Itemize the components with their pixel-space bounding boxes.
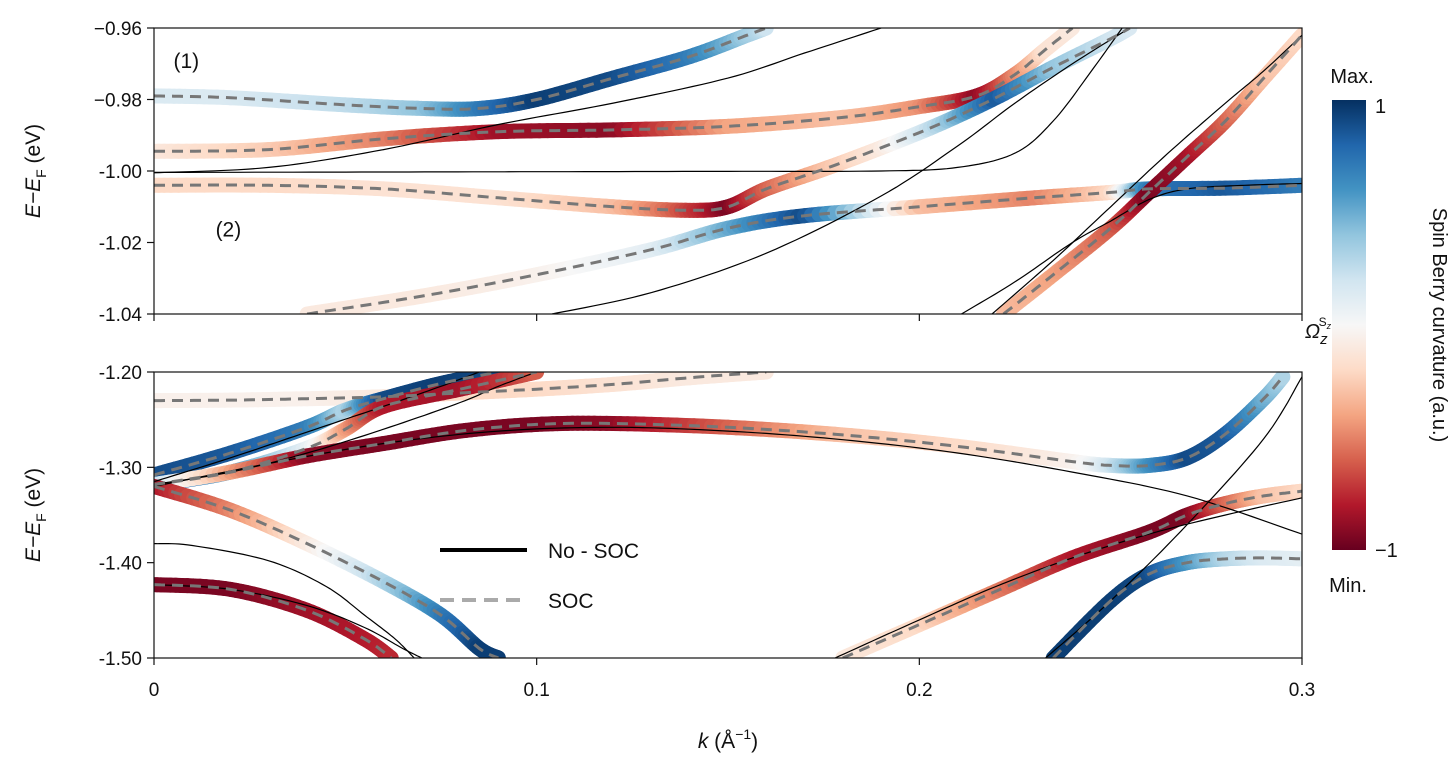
soc-bot-G xyxy=(842,489,1302,658)
soc-top-C xyxy=(154,28,1131,212)
soc-bot-E-color xyxy=(154,478,506,658)
y-tick-label: -1.00 xyxy=(99,162,142,183)
top-y-axis: -1.04 -1.02 -1.00 −0.98 −0.96 xyxy=(94,19,154,326)
y-tick-label: -1.04 xyxy=(99,305,143,326)
y-tick-label: -1.30 xyxy=(99,458,142,479)
nosoc-top-3 xyxy=(551,28,1131,314)
colorbar: Max. 1 −1 Min. ΩzSz Spin Berry curvature… xyxy=(1305,66,1450,597)
soc-top-B xyxy=(154,28,1074,153)
soc-bot-H-color xyxy=(1045,550,1302,658)
top-panel: -1.04 -1.02 -1.00 −0.98 −0.96 (1) (2) E−EF (e… xyxy=(22,19,1303,326)
top-x-ticks xyxy=(153,314,1303,321)
nosoc-bot-7 xyxy=(1045,376,1302,658)
x-axis-label: k (Å−1) xyxy=(698,726,758,753)
colorbar-top-value: 1 xyxy=(1375,96,1386,118)
bottom-y-axis: -1.50 -1.40 -1.30 -1.20 xyxy=(99,363,154,670)
nosoc-bot-6 xyxy=(834,497,1302,658)
colorbar-symbol: ΩzSz xyxy=(1305,315,1332,348)
x-tick-label: 0.3 xyxy=(1289,680,1315,701)
soc-top-A xyxy=(154,28,767,111)
colorbar-title: Spin Berry curvature (a.u.) xyxy=(1428,208,1450,443)
nosoc-bot-1 xyxy=(154,426,1302,535)
soc-top-C-color xyxy=(154,28,1138,218)
colorbar-min-label: Min. xyxy=(1329,575,1367,597)
bottom-plot-frame xyxy=(153,371,1303,659)
nosoc-bot-4 xyxy=(154,543,415,658)
bottom-soc-colored-bands xyxy=(154,372,1302,658)
soc-bot-F-color xyxy=(154,577,399,658)
top-annotations: (1) (2) xyxy=(173,50,241,241)
y-tick-label: -1.02 xyxy=(99,234,142,255)
soc-bot-D xyxy=(154,375,1284,486)
soc-bot-B xyxy=(154,372,499,477)
nosoc-top-5 xyxy=(991,34,1302,314)
bottom-panel: -1.50 -1.40 -1.30 -1.20 0 0.1 0.2 0.3 E−EF (eV… xyxy=(22,363,1315,701)
nosoc-bot-3 xyxy=(154,372,480,483)
soc-color-segment xyxy=(1274,372,1291,386)
soc-bot-A xyxy=(154,372,767,403)
legend: No - SOC SOC xyxy=(440,540,639,613)
y-tick-label: −0.98 xyxy=(94,91,142,112)
colorbar-gradient xyxy=(1332,100,1366,550)
x-tick-label: 0.2 xyxy=(906,680,932,701)
x-tick-label: 0 xyxy=(149,680,160,701)
panel-annotation: (1) xyxy=(173,50,199,73)
nosoc-top-2 xyxy=(154,28,1123,173)
soc-top-E xyxy=(1002,34,1302,314)
soc-bot-F xyxy=(154,583,393,658)
y-tick-label: -1.50 xyxy=(99,649,142,670)
legend-soc-label: SOC xyxy=(548,590,594,613)
x-tick-label: 0.1 xyxy=(523,680,549,701)
soc-bot-H xyxy=(1052,556,1302,658)
panel-annotation: (2) xyxy=(216,218,242,241)
top-no-soc-bands xyxy=(154,28,1302,314)
y-tick-label: -1.40 xyxy=(99,554,142,575)
legend-no-soc-label: No - SOC xyxy=(548,540,639,563)
nosoc-top-1 xyxy=(154,28,882,174)
soc-bot-E xyxy=(154,484,499,658)
y-tick-label: -1.20 xyxy=(99,363,142,384)
top-soc-dashed-bands xyxy=(154,28,1302,314)
bottom-x-axis: 0 0.1 0.2 0.3 xyxy=(149,658,1315,701)
bottom-no-soc-bands xyxy=(154,372,1302,658)
bottom-soc-dashed-bands xyxy=(154,372,1302,658)
y-tick-label: −0.96 xyxy=(94,19,142,40)
colorbar-bottom-value: −1 xyxy=(1375,540,1398,562)
bottom-y-axis-label: E−EF (eV) xyxy=(22,468,49,562)
top-y-axis-label: E−EF (eV) xyxy=(22,124,49,218)
soc-top-D-color xyxy=(299,177,1302,314)
soc-top-D xyxy=(306,183,1302,314)
colorbar-max-label: Max. xyxy=(1330,66,1373,88)
